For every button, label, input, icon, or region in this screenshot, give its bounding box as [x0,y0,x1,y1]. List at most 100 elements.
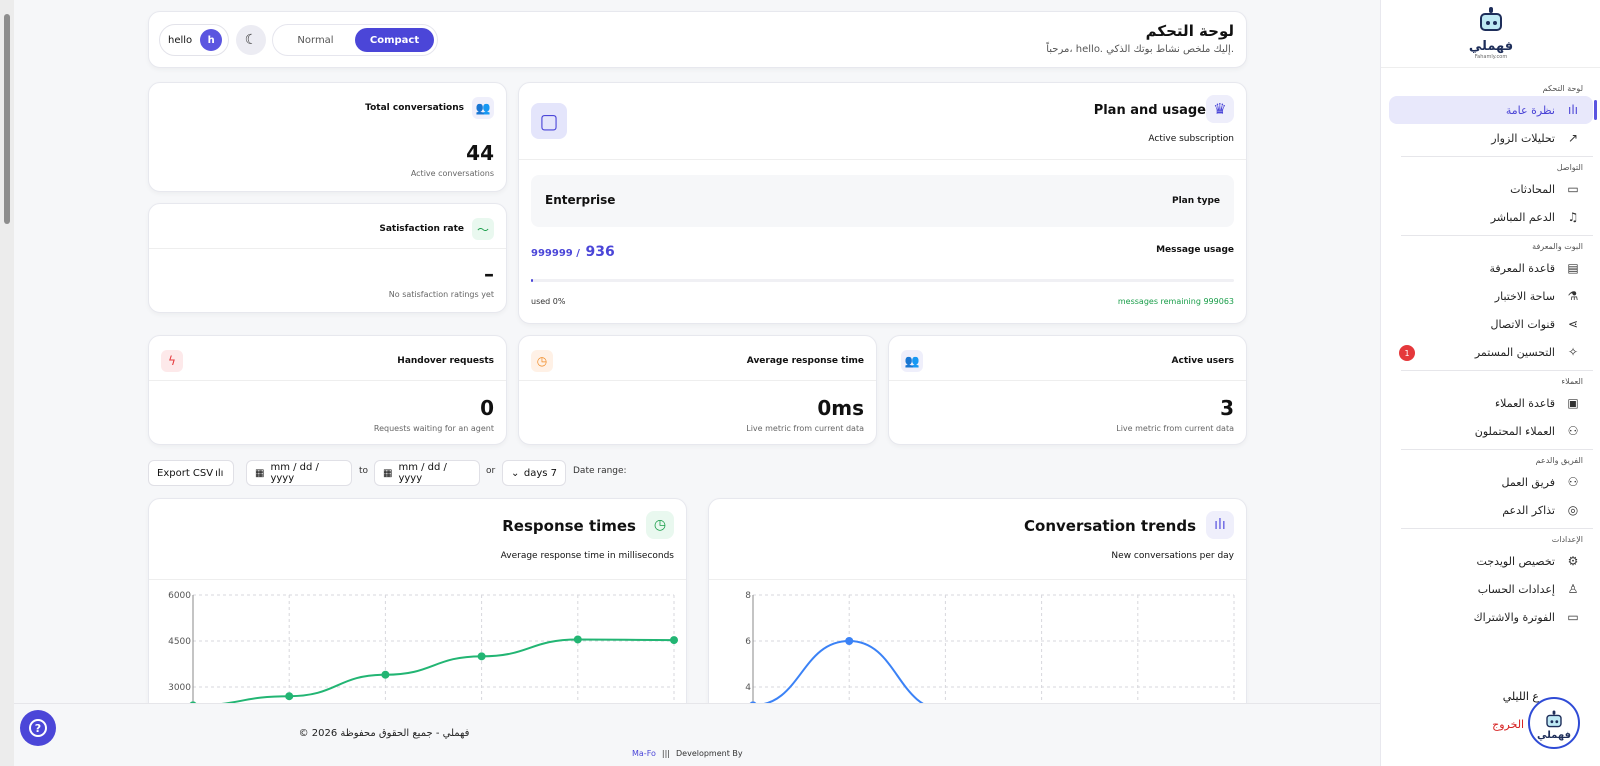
kpi-active-users: 👥 Active users 3 Live metric from curren… [888,335,1247,445]
used-percent: used 0% [531,297,566,306]
page-subtitle: مرحباً، hello. إليك ملخص نشاط بوتك الذكي… [1046,44,1234,55]
kpi-value: 0ms [817,396,864,420]
message-usage-count: 999999 / 936 [531,241,615,260]
sidebar-item[interactable]: ılı نظرة عامة [1389,96,1597,124]
data-point [477,652,486,661]
section-divider [1401,156,1593,157]
users-icon: 👥 [472,97,494,119]
sidebar-item[interactable]: ⚗ ساحة الاختبار [1389,282,1593,310]
sidebar-item-label: تخصيص الويدجت [1476,554,1555,568]
divider [519,159,1246,160]
developer-credit: Ma-Fo ||| Development By [632,749,743,758]
robot-logo-icon [1544,710,1564,731]
sidebar-item-label: التحسين المستمر [1474,345,1555,359]
robot-logo-icon [1477,7,1505,37]
sidebar-item-label: تذاكر الدعم [1502,503,1555,517]
section-title: لوحة التحكم [1542,84,1583,93]
y-tick-label: 8 [745,591,751,601]
dark-mode-toggle[interactable]: ☾ [236,25,266,55]
kpi-label: Active users [1171,356,1234,366]
chat-widget-launcher[interactable]: فهملي [1528,697,1580,749]
view-mode-toggle[interactable]: Normal Compact [272,24,438,56]
calendar-icon: ▦ [383,467,393,479]
section-title: الفريق والدعم [1535,456,1583,465]
logo-subtext: Fahamly.com [1474,54,1508,60]
data-point [670,636,678,645]
message-square-icon: ▭ [1567,182,1579,196]
sidebar-item-label: ساحة الاختبار [1494,289,1555,303]
export-csv-button[interactable]: Export CSV ılı [148,460,234,486]
logout-item[interactable]: يل الخروج [1492,718,1539,731]
sidebar-item[interactable]: ⚇ العملاء المحتملون [1389,417,1593,445]
date-from-input[interactable]: ▦ mm / dd / yyyy [246,460,352,486]
help-button[interactable]: ? [20,710,56,746]
kpi-average-response-time: ◷ Average response time 0ms Live metric … [518,335,877,445]
night-mode-item[interactable]: ع الليلي [1502,690,1539,703]
chart-subtitle: Average response time in milliseconds [500,551,674,561]
sidebar-item[interactable]: ⚙ تخصيص الويدجت [1389,547,1593,575]
sidebar-item[interactable]: ◎ تذاكر الدعم [1389,496,1593,524]
chart-title: Response times [502,517,636,535]
sidebar-item-label: تحليلات الزوار [1491,131,1555,145]
conversation-trends-chart: ılı Conversation trends New conversation… [708,498,1247,718]
days-select[interactable]: ⌄ days 7 [502,460,566,486]
kpi-value: 44 [466,141,494,165]
kpi-sub: Live metric from current data [746,424,864,433]
sidebar-logo[interactable]: فهملي Fahamly.com [1381,0,1600,68]
sidebar-item-label: الفوترة والاشتراك [1473,610,1555,624]
sidebar-item[interactable]: ▣ قاعدة العملاء [1389,389,1593,417]
divider [149,579,686,580]
sidebar-item[interactable]: ⋖ قنوات الاتصال [1389,310,1593,338]
kpi-value: 3 [1220,396,1234,420]
sidebar-item[interactable]: ▤ قاعدة المعرفة [1389,254,1593,282]
sidebar-item[interactable]: ♙ إعدادات الحساب [1389,575,1593,603]
developer-logo-icon: ||| [661,749,670,758]
sidebar-item[interactable]: ▭ المحادثات [1389,175,1593,203]
kpi-satisfaction: 〜 Satisfaction rate – No satisfaction ra… [148,203,507,313]
plan-subtitle: Active subscription [1148,134,1234,144]
y-tick-label: 4500 [168,637,191,647]
kpi-value: – [484,262,494,286]
section-divider [1401,449,1593,450]
export-label: Export CSV [157,467,214,479]
conversation-trends-plot: 8 6 4 [745,591,1235,717]
divider [709,579,1246,580]
sidebar-item-label: المحادثات [1510,182,1555,196]
user-menu[interactable]: hello h [159,24,229,56]
view-mode-normal[interactable]: Normal [297,34,334,46]
developer-link[interactable]: Ma-Fo [632,749,656,758]
sidebar-item-label: الدعم المباشر [1490,210,1555,224]
data-point [285,692,294,701]
date-filter-bar: Export CSV ılı ▦ mm / dd / yyyy to ▦ mm / d… [148,460,638,486]
sidebar-item[interactable]: ▭ الفوترة والاشتراك [1389,603,1593,631]
share-icon: ⋖ [1567,317,1579,331]
y-tick-label: 4 [745,683,751,693]
sidebar-item[interactable]: ⚇ فريق العمل [1389,468,1593,496]
section-title: الإعدادات [1551,535,1583,544]
divider [519,380,876,381]
y-tick-label: 6 [745,637,751,647]
question-icon: ? [29,719,47,737]
message-used: 936 [585,244,615,260]
page-scrollbar[interactable] [0,0,14,766]
sidebar-item[interactable]: ↗ تحليلات الزوار [1389,124,1593,152]
kpi-sub: No satisfaction ratings yet [388,290,494,299]
view-mode-compact[interactable]: Compact [355,28,434,52]
bar-chart-icon: ılı [1567,103,1578,117]
usage-progress-fill [531,279,534,282]
section-title: التواصل [1556,163,1583,172]
sidebar-nav: لوحة التحكم ılı نظرة عامة ↗ تحليلات الزوار ال… [1389,80,1597,631]
sidebar-item[interactable]: ♫ الدعم المباشر [1389,203,1593,231]
clock-icon: ◷ [646,511,674,539]
lightbulb-icon: ✧ [1567,345,1579,359]
divider [889,380,1246,381]
date-to-input[interactable]: ▦ mm / dd / yyyy [374,460,480,486]
plan-type-box: Enterprise Plan type [531,175,1234,227]
kpi-handover-requests: ϟ Handover requests 0 Requests waiting f… [148,335,507,445]
messages-remaining: messages remaining 999063 [1117,297,1234,306]
scroll-thumb[interactable] [4,14,10,224]
response-times-plot: 6000 4500 3000 [168,591,678,717]
response-times-chart: ◷ Response times Average response time i… [148,498,687,718]
sidebar-item[interactable]: ✧ التحسين المستمر 1 [1389,338,1593,366]
section-title: العملاء [1561,377,1583,386]
